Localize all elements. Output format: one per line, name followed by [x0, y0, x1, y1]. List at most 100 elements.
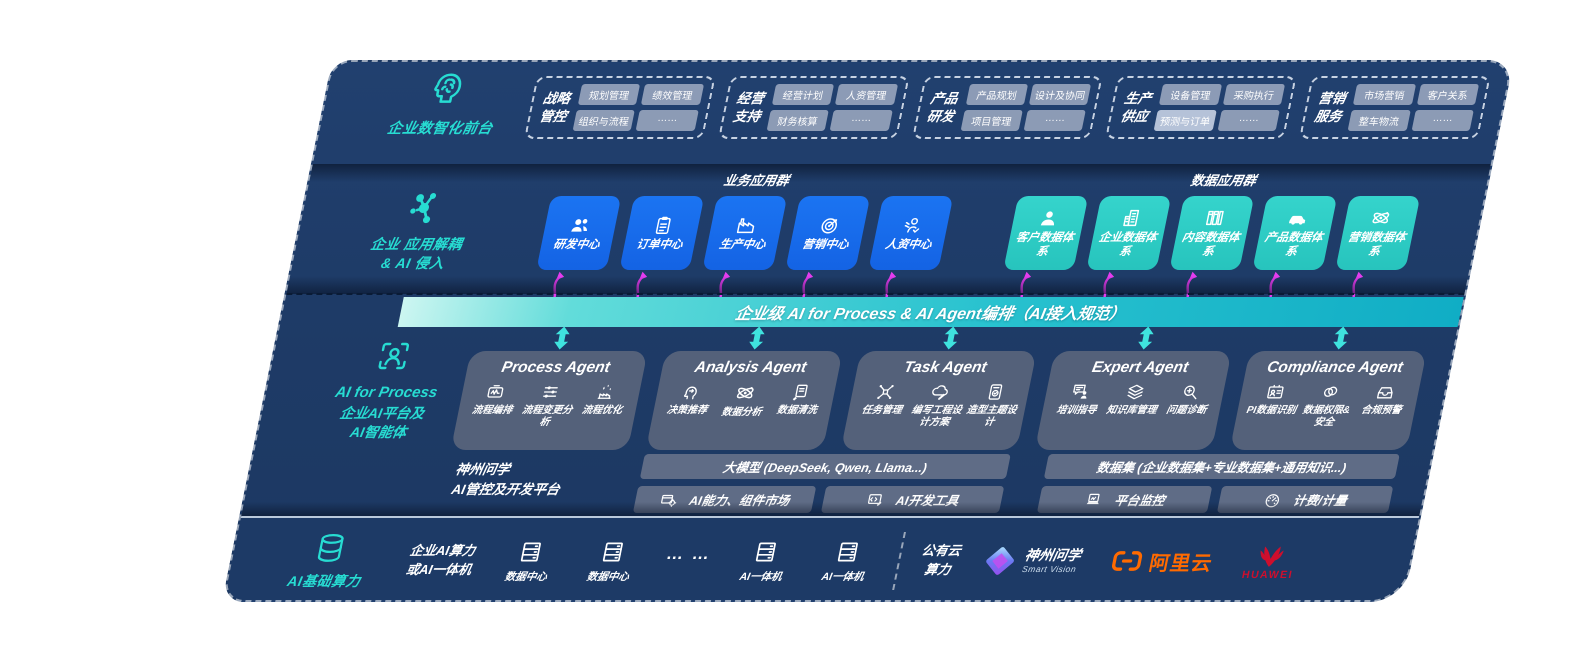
server-label: AI一体机 — [738, 570, 783, 583]
application-layer: 企业 应用解耦 & AI 侵入 业务应用群 研发中心 订单中心 生产中心 营销中心 人资… — [286, 170, 1490, 303]
agent-item-label: 合规预警 — [1360, 405, 1403, 416]
platform-cell: AI能力、组件市场 — [632, 486, 817, 513]
business-app-group: 业务应用群 研发中心 订单中心 生产中心 营销中心 人资中心 — [530, 170, 961, 303]
platform-cell: 平台监控 — [1036, 486, 1213, 513]
cloud-line1: 公有云 — [920, 543, 963, 559]
atom-icon — [732, 382, 758, 404]
agent-item: 流程编排 — [463, 382, 525, 417]
training-icon — [1068, 382, 1092, 402]
agent-item: 决策推荐 — [658, 382, 720, 417]
app-layer-title: 企业 应用解耦 & AI 侵入 — [321, 235, 509, 273]
teal-double-arrow-icon — [551, 326, 573, 350]
agent-item-label: 知识库管理 — [1105, 405, 1158, 416]
dev-tools-icon — [864, 491, 886, 509]
dataset-group: 数据集 (企业数据集+专业数据集+通用知识...) 平台监控 计费/计量 — [1036, 454, 1400, 513]
front-office-chip-grid: 规划管理 绩效管理 组织与流程…… — [572, 84, 704, 131]
platform-cell-label: AI能力、组件市场 — [687, 494, 791, 508]
app-box-column: 营销中心 — [779, 196, 871, 303]
front-office-group: 经营支持 经营计划 人资管理 财务核算…… — [717, 76, 910, 139]
platform-cell-label: 计费/计量 — [1291, 494, 1349, 508]
data-app-boxes: 客户数据体系 企业数据体系 内容数据体系 产品数据体系 营销数据体系 — [997, 196, 1423, 303]
front-office-group: 战略管控 规划管理 绩效管理 组织与流程…… — [523, 76, 716, 139]
design-tablet-icon — [983, 382, 1007, 402]
hr-person-icon — [899, 214, 925, 236]
front-office-group-title: 经营支持 — [731, 90, 766, 124]
aliyun-name: 阿里云 — [1147, 552, 1215, 575]
app-box-label: 生产中心 — [718, 238, 767, 251]
front-office-group: 产品研发 产品规划 设计及协同 项目管理…… — [911, 76, 1104, 139]
diagnose-icon — [1178, 382, 1202, 402]
agent-column: Compliance Agent PI数据识别 数据权限&安全 合规预警 — [1229, 326, 1432, 450]
agent-items: 培训指导 知识库管理 问题诊断 — [1042, 382, 1220, 446]
app-box: 营销中心 — [785, 196, 871, 270]
front-office-group-title: 营销服务 — [1313, 90, 1347, 124]
app-box-label: 人资中心 — [884, 238, 933, 251]
teal-double-arrow-icon — [1330, 326, 1352, 350]
agent-item: 数据清洗 — [768, 382, 830, 417]
vendor-smartvision: 神州问学 Smart Vision — [979, 544, 1083, 578]
orchestration-band-label: 企业级 AI for Process & AI Agent编排（AI接入规范） — [733, 306, 1127, 323]
agent-item: PI数据识别 — [1243, 382, 1305, 417]
infrastructure-layer: AI基础算力 企业AI算力 或AI一体机 数据中心 数据中心 … … AI一体机 AI一… — [223, 516, 1420, 602]
server-column: AI一体机 — [731, 539, 796, 584]
agent-item: 知识库管理 — [1103, 382, 1165, 417]
data-clean-icon — [789, 382, 813, 402]
molecule-icon — [400, 188, 448, 228]
smartvision-name: 神州问学 — [1023, 547, 1083, 564]
agent-box: Compliance Agent PI数据识别 数据权限&安全 合规预警 — [1229, 351, 1427, 450]
compute-line1: 企业AI算力 — [408, 543, 477, 559]
agent-item-label: 问题诊断 — [1165, 405, 1208, 416]
gauge-icon — [1262, 491, 1284, 509]
agent-title: Expert Agent — [1090, 359, 1190, 376]
module-chip: 整车物流 — [1347, 110, 1411, 131]
module-chip: 规划管理 — [577, 84, 641, 105]
teal-double-arrow-icon — [746, 326, 768, 350]
app-box-label: 营销中心 — [801, 238, 850, 251]
model-cells: AI能力、组件市场 AI开发工具 — [632, 486, 1005, 513]
app-box-column: 订单中心 — [613, 196, 705, 303]
ellipsis-dots: … … — [664, 544, 714, 563]
infra-label-block: AI基础算力 — [266, 531, 390, 591]
front-office-group: 营销服务 市场营销 客户关系 整车物流…… — [1299, 76, 1491, 139]
atom-icon — [1368, 207, 1394, 229]
agent-item-label: 流程优化 — [580, 405, 624, 416]
platform-cell: 计费/计量 — [1217, 486, 1394, 513]
team-icon — [567, 214, 593, 236]
front-office-groups: 战略管控 规划管理 绩效管理 组织与流程…… 经营支持 经营计划 人资管理 财务核算…… 产品研… — [523, 76, 1491, 139]
alert-inbox-icon — [1373, 382, 1397, 402]
enterprise-compute-label: 企业AI算力 或AI一体机 — [404, 542, 477, 580]
platform-cell-label: 平台监控 — [1112, 494, 1166, 508]
components-market-icon — [658, 491, 680, 509]
clipboard-icon — [650, 214, 676, 236]
agent-title: Process Agent — [500, 359, 612, 376]
dataset-bar: 数据集 (企业数据集+专业数据集+通用知识...) — [1043, 454, 1400, 479]
module-chip: 采购执行 — [1222, 84, 1286, 105]
module-chip: 预测与订单 — [1153, 110, 1217, 131]
optimize-icon — [594, 382, 618, 402]
dev-platform-label-line2: AI管控及开发平台 — [450, 482, 562, 498]
server-column: AI一体机 — [813, 539, 878, 584]
app-box: 营销数据体系 — [1335, 196, 1421, 270]
agent-title: Analysis Agent — [693, 359, 809, 376]
app-box: 企业数据体系 — [1086, 196, 1172, 270]
server-list: 数据中心 数据中心 … … AI一体机 AI一体机 — [497, 539, 879, 584]
app-box: 内容数据体系 — [1169, 196, 1255, 270]
app-box: 研发中心 — [536, 196, 622, 270]
server-icon — [750, 539, 781, 565]
agent-column: Expert Agent 培训指导 知识库管理 问题诊断 — [1035, 326, 1237, 450]
decision-head-icon — [679, 382, 703, 402]
dev-platform-label: 神州问学 AI管控及开发平台 — [449, 454, 606, 501]
app-box: 生产中心 — [702, 196, 788, 270]
module-chip: …… — [1217, 110, 1281, 131]
agent-item-label: 任务管理 — [860, 405, 903, 416]
module-chip: 人资管理 — [835, 84, 898, 105]
cloud-edit-icon — [928, 382, 952, 402]
module-chip: 组织与流程 — [572, 110, 636, 131]
agent-box: Task Agent 任务管理 编写工程设计方案 造型主题设计 — [840, 351, 1038, 450]
agent-column: Task Agent 任务管理 编写工程设计方案 造型主题设计 — [840, 326, 1042, 450]
agent-item: 流程优化 — [573, 382, 635, 417]
module-chip: …… — [635, 110, 699, 131]
business-group-title: 业务应用群 — [722, 173, 791, 188]
module-chip: …… — [829, 110, 893, 131]
